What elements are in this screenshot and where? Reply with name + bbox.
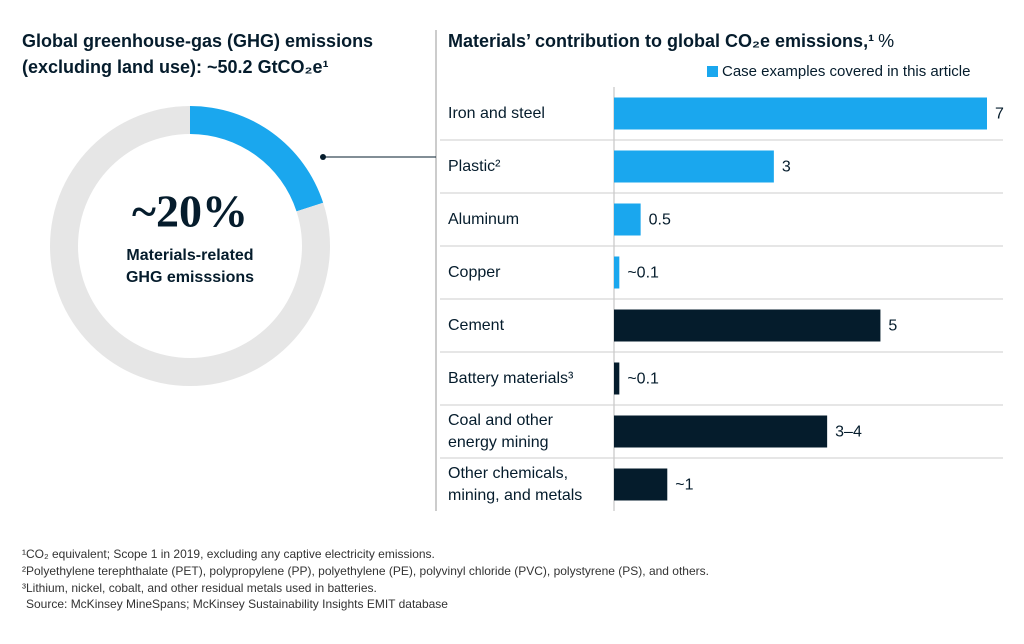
value-label: ~0.1 bbox=[627, 371, 659, 388]
bar-title: Materials’ contribution to global CO₂e e… bbox=[448, 31, 894, 51]
category-label: Iron and steel bbox=[448, 104, 545, 122]
connector-dot bbox=[320, 154, 326, 160]
category-label: Aluminum bbox=[448, 210, 520, 228]
bar bbox=[614, 97, 987, 130]
donut-value-label: ~20% bbox=[132, 186, 248, 237]
legend-swatch bbox=[707, 66, 718, 77]
bar-unit: % bbox=[878, 31, 894, 51]
value-label: ~0.1 bbox=[627, 265, 659, 282]
bar bbox=[614, 309, 881, 342]
value-label: 7 bbox=[995, 106, 1004, 123]
donut-center-label: Materials-related GHG emisssions bbox=[125, 247, 255, 286]
value-label: ~1 bbox=[675, 477, 693, 494]
donut-title: Global greenhouse-gas (GHG) emissions bbox=[22, 31, 373, 51]
value-label: 3–4 bbox=[835, 424, 862, 441]
donut-title: (excluding land use): ~50.2 GtCO₂e¹ bbox=[22, 57, 329, 77]
value-label: 5 bbox=[888, 318, 897, 335]
category-label: Battery materials³ bbox=[448, 369, 574, 387]
category-label: Cement bbox=[448, 316, 505, 334]
bar bbox=[614, 468, 668, 501]
bar bbox=[614, 256, 620, 289]
category-label: Copper bbox=[448, 263, 501, 281]
footnote: ¹CO₂ equivalent; Scope 1 in 2019, exclud… bbox=[22, 547, 435, 561]
bar bbox=[614, 150, 774, 183]
bar bbox=[614, 362, 620, 395]
category-label: Plastic² bbox=[448, 157, 501, 175]
bar bbox=[614, 203, 641, 236]
category-label: Coal and other energy mining bbox=[448, 411, 553, 451]
bar-title-text: Materials’ contribution to global CO₂e e… bbox=[448, 31, 874, 51]
bar bbox=[614, 415, 828, 448]
footnote: ³Lithium, nickel, cobalt, and other resi… bbox=[22, 581, 377, 595]
category-label: Other chemicals, mining, and metals bbox=[448, 464, 583, 504]
footnote: ²Polyethylene terephthalate (PET), polyp… bbox=[22, 564, 709, 578]
source: Source: McKinsey MineSpans; McKinsey Sus… bbox=[26, 597, 448, 611]
legend-label: Case examples covered in this article bbox=[722, 63, 970, 80]
value-label: 0.5 bbox=[649, 212, 671, 229]
donut-segment bbox=[190, 106, 324, 212]
value-label: 3 bbox=[782, 159, 791, 176]
